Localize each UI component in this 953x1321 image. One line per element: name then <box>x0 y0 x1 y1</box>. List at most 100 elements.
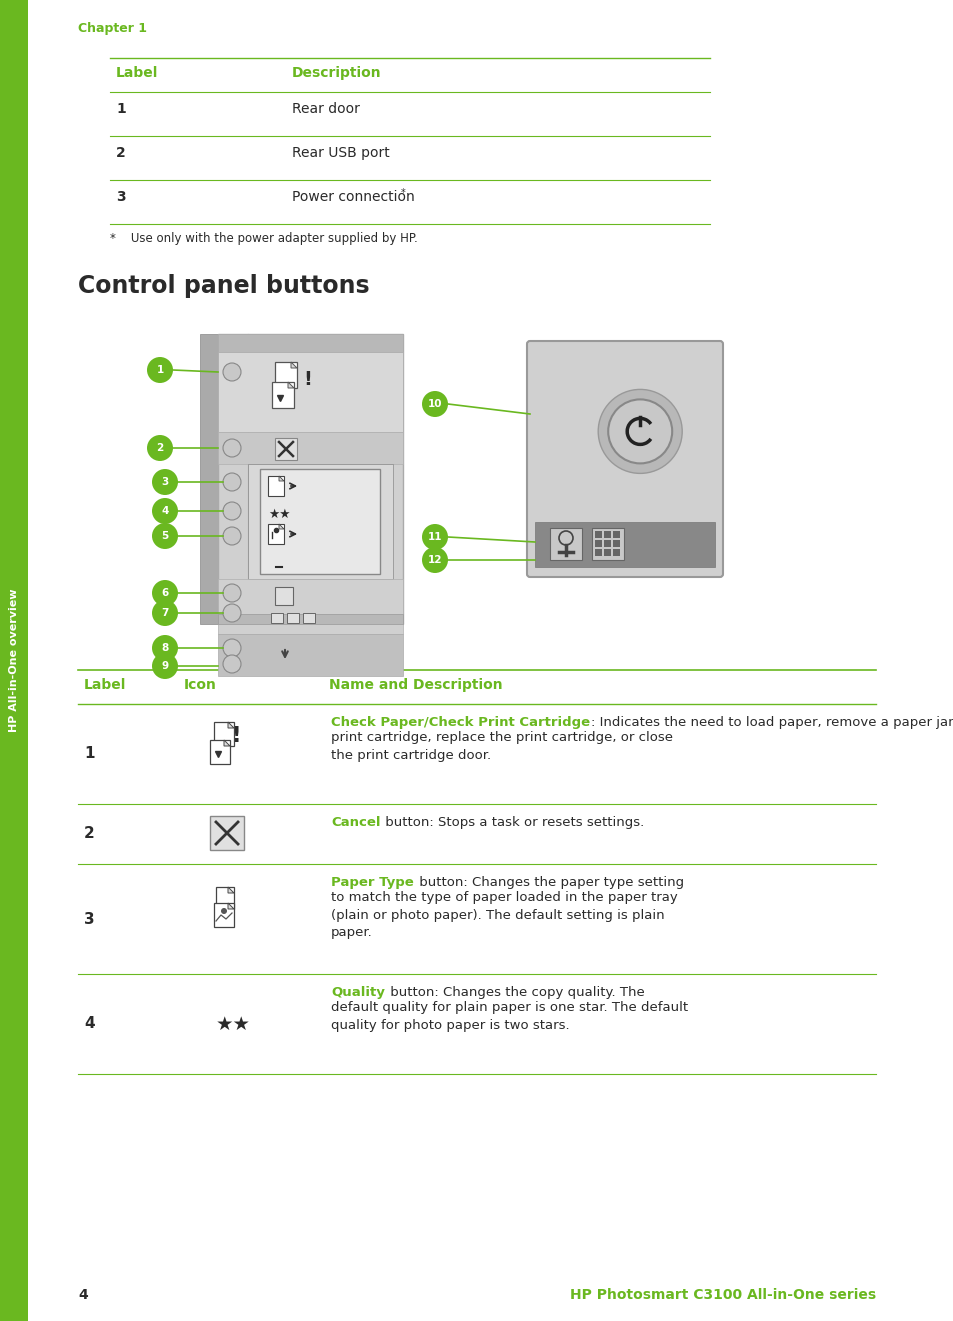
Bar <box>248 464 393 579</box>
Text: !: ! <box>231 727 240 746</box>
Text: HP Photosmart C3100 All-in-One series: HP Photosmart C3100 All-in-One series <box>569 1288 875 1303</box>
Polygon shape <box>228 904 233 909</box>
Circle shape <box>223 473 241 491</box>
Bar <box>218 351 402 432</box>
Text: *: * <box>400 188 405 198</box>
Bar <box>595 550 601 556</box>
Text: Check Paper/Check Print Cartridge: Check Paper/Check Print Cartridge <box>331 716 590 729</box>
Bar <box>210 816 244 849</box>
Bar <box>274 362 296 388</box>
Text: ★★: ★★ <box>215 1015 251 1033</box>
Circle shape <box>558 531 573 546</box>
Polygon shape <box>288 382 294 388</box>
Circle shape <box>152 580 178 606</box>
Text: HP All-in-One overview: HP All-in-One overview <box>9 588 19 732</box>
Circle shape <box>223 527 241 546</box>
Circle shape <box>223 584 241 602</box>
Bar <box>603 540 610 547</box>
Circle shape <box>152 635 178 660</box>
Bar <box>218 634 402 676</box>
Text: !: ! <box>303 370 312 388</box>
FancyBboxPatch shape <box>526 341 722 577</box>
Bar <box>272 382 294 408</box>
Bar <box>274 587 293 605</box>
Polygon shape <box>278 476 284 481</box>
Text: 11: 11 <box>427 532 442 542</box>
Bar <box>268 524 284 544</box>
Circle shape <box>147 435 172 461</box>
Bar <box>213 723 233 746</box>
Bar <box>210 740 230 764</box>
Bar <box>218 334 402 624</box>
Polygon shape <box>278 524 284 528</box>
Text: Paper Type: Paper Type <box>331 876 414 889</box>
Bar <box>271 613 283 624</box>
Bar <box>603 531 610 538</box>
Bar <box>200 334 218 624</box>
Text: 8: 8 <box>161 643 169 653</box>
Circle shape <box>223 439 241 457</box>
Bar <box>218 614 402 624</box>
Text: button: Stops a task or resets settings.: button: Stops a task or resets settings. <box>381 816 644 830</box>
Text: : Indicates the need to load paper, remove a paper jam, reinsert the: : Indicates the need to load paper, remo… <box>591 716 953 729</box>
Text: 9: 9 <box>161 660 169 671</box>
Circle shape <box>147 357 172 383</box>
Text: button: Changes the paper type setting: button: Changes the paper type setting <box>415 876 683 889</box>
Text: Cancel: Cancel <box>331 816 380 830</box>
Text: Icon: Icon <box>184 678 216 692</box>
Circle shape <box>152 498 178 524</box>
Circle shape <box>223 502 241 520</box>
Bar <box>287 613 298 624</box>
Circle shape <box>152 653 178 679</box>
Bar <box>0 0 28 1321</box>
Circle shape <box>223 639 241 657</box>
Bar <box>595 531 601 538</box>
Circle shape <box>223 363 241 380</box>
Bar <box>213 904 233 927</box>
Text: 6: 6 <box>161 588 169 598</box>
Text: 1: 1 <box>84 746 94 761</box>
Bar <box>613 550 619 556</box>
Bar <box>613 531 619 538</box>
Text: Chapter 1: Chapter 1 <box>78 22 147 34</box>
Circle shape <box>421 391 448 417</box>
Circle shape <box>221 908 227 914</box>
Bar <box>274 439 296 460</box>
Text: Rear USB port: Rear USB port <box>292 147 390 160</box>
Circle shape <box>152 600 178 626</box>
Text: Power connection: Power connection <box>292 190 415 203</box>
Circle shape <box>152 523 178 550</box>
Text: 2: 2 <box>116 147 126 160</box>
Text: 4: 4 <box>161 506 169 517</box>
Circle shape <box>421 547 448 573</box>
Text: 7: 7 <box>161 608 169 618</box>
Polygon shape <box>228 723 233 728</box>
Circle shape <box>421 524 448 550</box>
Text: print cartridge, replace the print cartridge, or close
the print cartridge door.: print cartridge, replace the print cartr… <box>331 731 672 761</box>
Text: button: Changes the copy quality. The: button: Changes the copy quality. The <box>385 985 644 999</box>
Circle shape <box>152 469 178 495</box>
Bar <box>268 476 284 495</box>
Bar <box>535 522 714 567</box>
Text: 2: 2 <box>84 827 94 841</box>
Text: ★★: ★★ <box>268 509 291 520</box>
Text: Label: Label <box>84 678 126 692</box>
Text: Name and Description: Name and Description <box>329 678 502 692</box>
Text: 1: 1 <box>156 365 164 375</box>
Text: 3: 3 <box>84 911 94 926</box>
Text: 3: 3 <box>161 477 169 487</box>
Text: 4: 4 <box>84 1016 94 1032</box>
Circle shape <box>598 390 681 473</box>
Text: Quality: Quality <box>331 985 384 999</box>
Bar <box>260 469 379 575</box>
Bar <box>303 613 314 624</box>
Bar <box>218 579 402 634</box>
Text: 10: 10 <box>427 399 442 410</box>
Text: 3: 3 <box>116 190 126 203</box>
Text: Description: Description <box>292 66 381 81</box>
Text: 5: 5 <box>161 531 169 542</box>
Text: Control panel buttons: Control panel buttons <box>78 273 369 299</box>
Circle shape <box>223 655 241 672</box>
Text: to match the type of paper loaded in the paper tray
(plain or photo paper). The : to match the type of paper loaded in the… <box>331 890 677 939</box>
Bar <box>215 886 233 909</box>
